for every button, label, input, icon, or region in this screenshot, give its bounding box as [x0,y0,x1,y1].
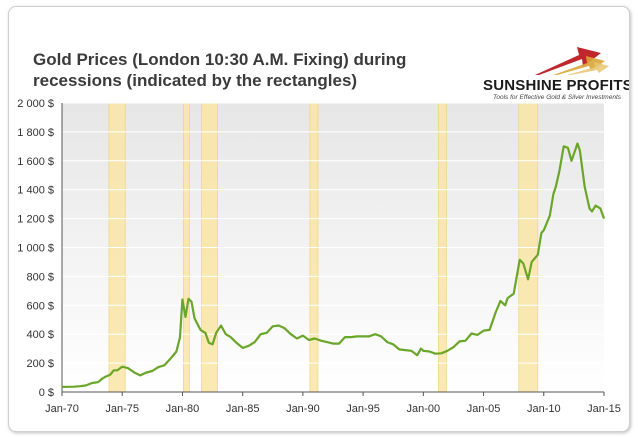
x-tick-label: Jan-05 [467,403,501,415]
y-tick-label: 2 000 $ [17,98,54,110]
y-tick-label: 1 800 $ [17,127,54,139]
y-tick-label: 1 400 $ [17,185,54,197]
x-tick-label: Jan-75 [105,403,139,415]
logo-tagline: Tools for Effective Gold & Silver Invest… [493,94,622,101]
y-tick-label: 400 $ [26,329,54,341]
x-tick-label: Jan-95 [346,403,380,415]
x-tick-label: Jan-80 [166,403,200,415]
x-tick-label: Jan-10 [527,403,561,415]
y-tick-label: 1 600 $ [17,156,54,168]
x-tick-label: Jan-90 [286,403,320,415]
logo-name: SUNSHINE PROFITS [483,77,630,94]
logo-arrows-icon [535,47,609,75]
y-tick-label: 1 200 $ [17,214,54,226]
x-tick-label: Jan-00 [407,403,441,415]
y-tick-label: 800 $ [26,271,54,283]
x-tick-label: Jan-15 [587,403,621,415]
x-tick-label: Jan-70 [45,403,79,415]
gold-price-line [61,142,606,388]
y-tick-label: 0 $ [39,387,54,399]
x-tick-label: Jan-85 [226,403,260,415]
y-tick-label: 200 $ [26,358,54,370]
chart-title-line1: Gold Prices (London 10:30 A.M. Fixing) d… [33,50,407,69]
chart-title: Gold Prices (London 10:30 A.M. Fixing) d… [33,49,433,91]
y-tick-label: 1 000 $ [17,243,54,255]
chart-title-line2: recessions (indicated by the rectangles) [33,71,358,90]
y-tick-label: 600 $ [26,300,54,312]
sunshine-profits-logo: SUNSHINE PROFITS Tools for Effective Gol… [483,37,630,107]
